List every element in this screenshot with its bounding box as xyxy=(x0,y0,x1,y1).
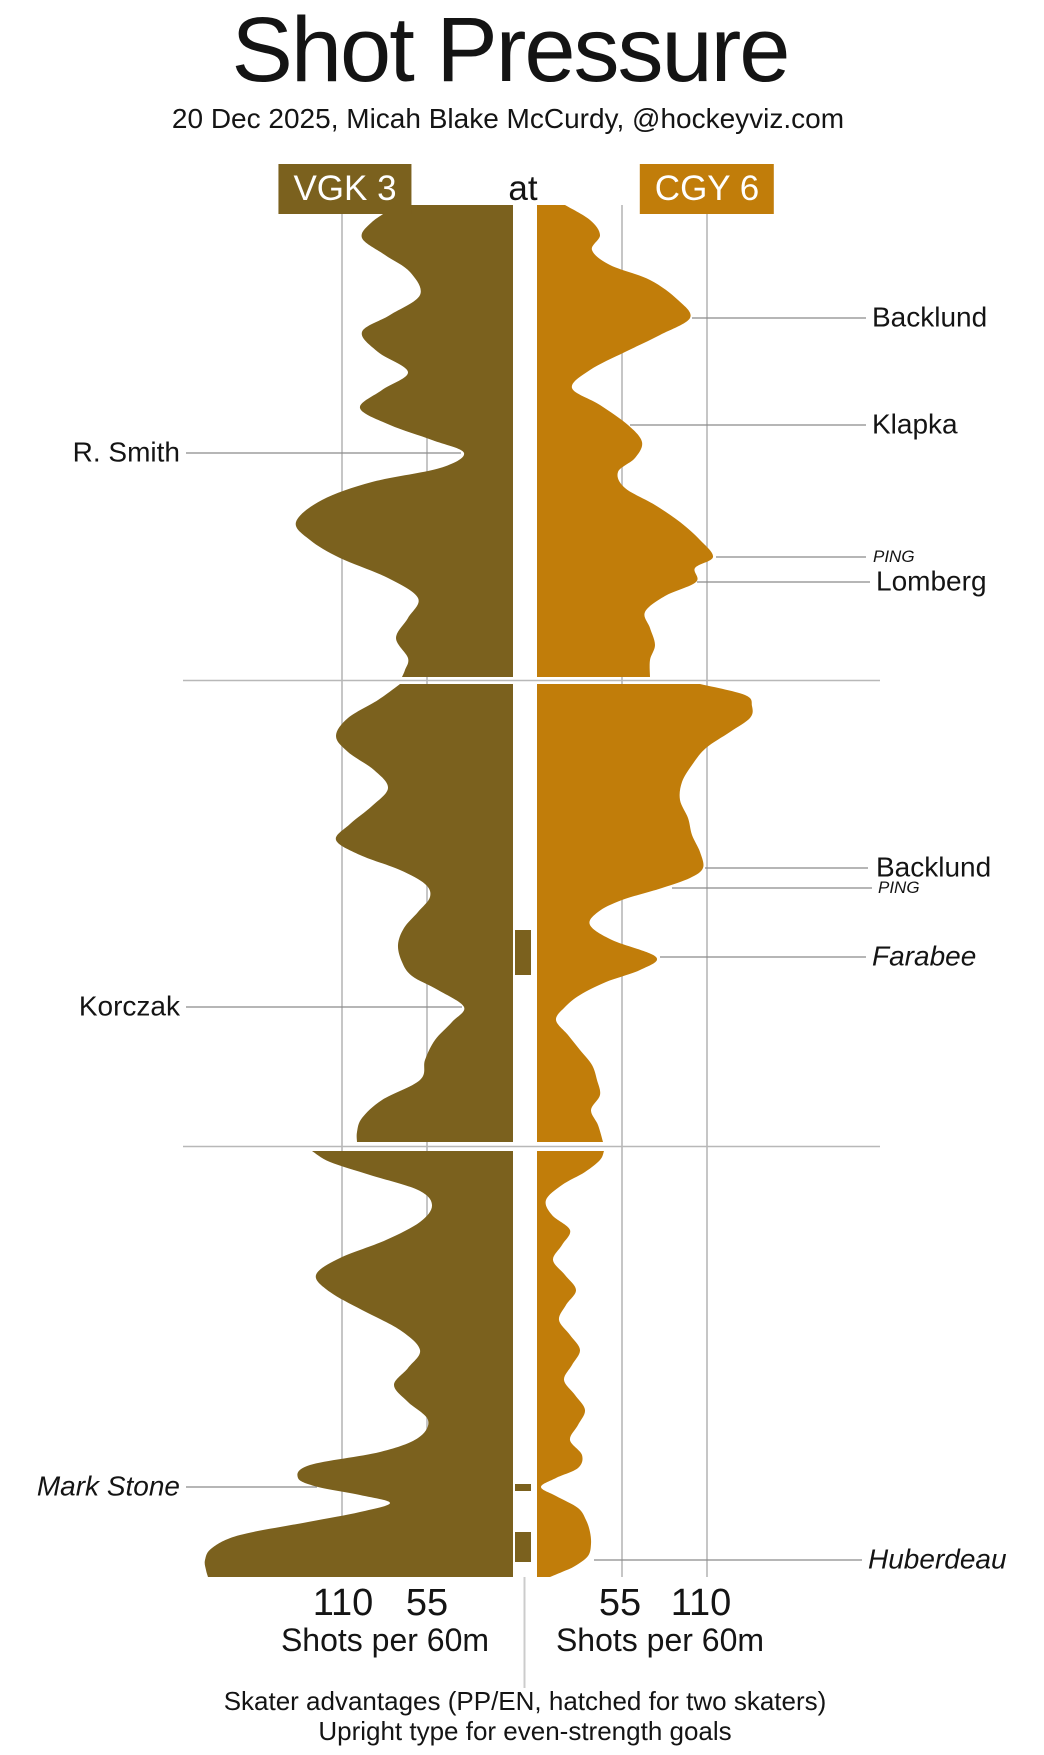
cgy-pressure-period-3 xyxy=(537,1151,604,1577)
player-annotation: R. Smith xyxy=(72,436,180,468)
legend-goals-note: Upright type for even-strength goals xyxy=(318,1716,732,1746)
legend-advantages-note: Skater advantages (PP/EN, hatched for tw… xyxy=(223,1686,827,1716)
cgy-pressure-period-2 xyxy=(537,684,753,1142)
axis-label-left: Shots per 60m xyxy=(280,1622,490,1658)
at-label: at xyxy=(508,169,538,208)
skater-advantage-block xyxy=(515,1532,531,1562)
player-annotation: Huberdeau xyxy=(868,1543,1007,1575)
player-annotation: Klapka xyxy=(872,408,958,440)
chart-subtitle: 20 Dec 2025, Micah Blake McCurdy, @hocke… xyxy=(171,103,845,134)
away-team-score-badge: VGK 3 xyxy=(278,164,412,214)
vgk-pressure-period-2 xyxy=(335,684,513,1142)
ping-annotation: PING xyxy=(878,878,920,898)
player-annotation: Korczak xyxy=(78,990,180,1022)
player-annotation: Mark Stone xyxy=(36,1470,180,1502)
axis-tick-right-110: 110 xyxy=(670,1582,732,1624)
home-team-score-badge: CGY 6 xyxy=(639,164,775,214)
axis-label-right: Shots per 60m xyxy=(555,1622,765,1658)
skater-advantage-block xyxy=(515,1484,531,1491)
player-annotation: Lomberg xyxy=(876,565,987,597)
axis-tick-right-55: 55 xyxy=(598,1582,642,1624)
player-annotation: Farabee xyxy=(872,940,977,972)
vgk-pressure-period-3 xyxy=(204,1151,513,1577)
axis-tick-left-55: 55 xyxy=(405,1582,449,1624)
cgy-pressure-period-1 xyxy=(537,205,714,677)
axis-tick-left-110: 110 xyxy=(312,1582,374,1624)
player-annotation: Backlund xyxy=(872,301,988,333)
player-annotation: Backlund xyxy=(876,851,992,883)
page-title: Shot Pressure xyxy=(231,0,791,101)
ping-annotation: PING xyxy=(873,547,915,567)
skater-advantage-block xyxy=(515,930,531,975)
vgk-pressure-period-1 xyxy=(295,205,513,677)
